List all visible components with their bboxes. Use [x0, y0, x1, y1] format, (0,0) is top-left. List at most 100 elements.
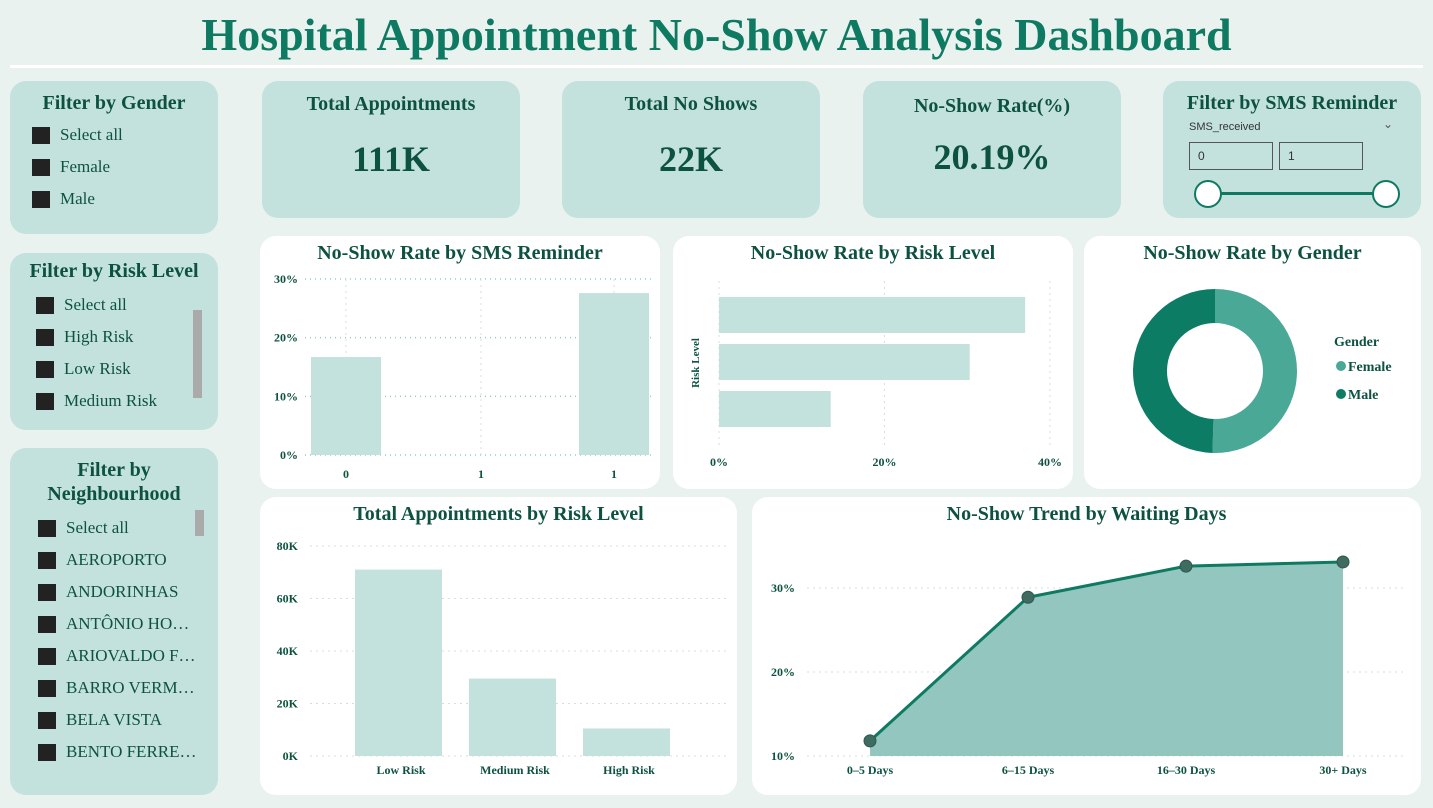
filter-option[interactable]: Medium Risk	[14, 385, 218, 417]
filter-option[interactable]: Select all	[14, 289, 218, 321]
bar	[355, 569, 442, 756]
filter-option[interactable]: BENTO FERRE…	[16, 736, 218, 768]
y-tick-label: 0%	[280, 448, 298, 462]
y-tick-label: 20%	[274, 331, 298, 345]
option-label: Medium Risk	[64, 391, 158, 410]
option-label: Select all	[60, 125, 123, 144]
chart-title: No-Show Rate by Risk Level	[750, 242, 996, 264]
min-input[interactable]: 0	[1189, 142, 1273, 170]
checkbox[interactable]	[32, 190, 50, 208]
chart-title: No-Show Rate by SMS Reminder	[317, 242, 603, 264]
checkbox[interactable]	[38, 519, 56, 537]
filter-title: Filter by Gender	[42, 92, 186, 114]
checkbox[interactable]	[38, 647, 56, 665]
trend-chart: No-Show Trend by Waiting Days 10% 20% 30% 0…	[752, 497, 1421, 795]
filter-option[interactable]: BARRO VERM…	[16, 672, 218, 704]
checkbox[interactable]	[38, 711, 56, 729]
x-tick-label: Low Risk	[376, 763, 425, 777]
scrollbar[interactable]	[193, 310, 202, 398]
y-axis-label: Risk Level	[690, 338, 702, 388]
kpi-value: 20.19%	[933, 137, 1051, 177]
filter-option[interactable]: Select all	[10, 119, 218, 151]
filter-option[interactable]: High Risk	[14, 321, 218, 353]
filter-option[interactable]: ARIOVALDO F…	[16, 640, 218, 672]
option-label: BENTO FERRE…	[66, 742, 197, 761]
x-tick-label: 0–5 Days	[847, 763, 894, 777]
risk-filter: Filter by Risk Level Select all High Risk…	[10, 253, 218, 430]
kpi-total-appointments: Total Appointments 111K	[262, 81, 520, 218]
option-label: BELA VISTA	[66, 710, 163, 729]
kpi-no-show-rate: No-Show Rate(%) 20.19%	[863, 81, 1121, 218]
bar	[719, 344, 970, 380]
checkbox[interactable]	[38, 743, 56, 761]
slider-min-handle[interactable]	[1194, 180, 1222, 208]
legend-label: Male	[1348, 388, 1378, 403]
checkbox[interactable]	[36, 328, 54, 346]
checkbox[interactable]	[36, 392, 54, 410]
checkbox[interactable]	[38, 551, 56, 569]
x-tick-label: 40%	[1038, 455, 1062, 469]
bar	[311, 357, 381, 455]
data-point	[863, 734, 877, 748]
kpi-value: 22K	[658, 139, 723, 179]
neighbourhood-filter: Filter by Neighbourhood Select all AEROPO…	[10, 448, 218, 795]
filter-title: Filter by SMS Reminder	[1186, 92, 1398, 114]
filter-title: Filter by Neighbourhood	[47, 459, 181, 505]
option-label: Select all	[66, 518, 129, 537]
sms-chart: No-Show Rate by SMS Reminder 0% 10% 20% 30%…	[260, 236, 660, 489]
slider-max-handle[interactable]	[1372, 180, 1400, 208]
kpi-total-no-shows: Total No Shows 22K	[562, 81, 820, 218]
filter-option[interactable]: ANTÔNIO HO…	[16, 608, 218, 640]
scrollbar[interactable]	[195, 510, 204, 536]
y-tick-label: 10%	[274, 389, 298, 403]
bar	[719, 297, 1026, 333]
x-tick-label: 6–15 Days	[1002, 763, 1055, 777]
legend-title: Gender	[1334, 335, 1379, 350]
checkbox[interactable]	[36, 360, 54, 378]
filter-option[interactable]: ANDORINHAS	[16, 576, 218, 608]
gender-chart: No-Show Rate by Gender Gender Female Male	[1084, 236, 1421, 489]
dashboard-title: Hospital Appointment No-Show Analysis Da…	[201, 9, 1232, 60]
y-tick-label: 40K	[277, 644, 299, 658]
chart-title: Total Appointments by Risk Level	[353, 503, 644, 525]
max-input[interactable]: 1	[1279, 142, 1363, 170]
checkbox[interactable]	[38, 583, 56, 601]
kpi-value: 111K	[351, 139, 431, 179]
legend-marker	[1336, 361, 1346, 371]
bar	[469, 678, 556, 756]
field-label: SMS_received	[1189, 121, 1261, 133]
option-label: Low Risk	[64, 359, 131, 378]
checkbox[interactable]	[36, 296, 54, 314]
donut-slice-male	[1133, 289, 1215, 453]
y-tick-label: 30%	[274, 272, 298, 286]
filter-option[interactable]: Male	[10, 183, 218, 215]
data-point	[1336, 555, 1350, 569]
option-label: Female	[60, 157, 111, 176]
x-tick-label: 1	[611, 467, 617, 481]
y-tick-label: 0K	[283, 749, 299, 763]
checkbox[interactable]	[32, 126, 50, 144]
option-label: ANTÔNIO HO…	[66, 614, 190, 633]
filter-option[interactable]: Female	[10, 151, 218, 183]
y-tick-label: 80K	[277, 539, 299, 553]
legend-label: Female	[1348, 360, 1392, 375]
filter-option[interactable]: Low Risk	[14, 353, 218, 385]
area-fill	[870, 561, 1343, 756]
trend-line	[868, 560, 1344, 742]
x-tick-label: 0%	[710, 455, 728, 469]
y-tick-label: 10%	[771, 749, 795, 763]
slider-track	[1207, 192, 1387, 195]
filter-option[interactable]: Select all	[16, 512, 218, 544]
checkbox[interactable]	[38, 679, 56, 697]
x-tick-label: 1	[478, 467, 484, 481]
filter-option[interactable]: AEROPORTO	[16, 544, 218, 576]
option-label: Male	[60, 189, 95, 208]
y-tick-label: 60K	[277, 592, 299, 606]
chevron-down-icon[interactable]: ⌄	[1383, 117, 1394, 131]
chart-title: No-Show Rate by Gender	[1143, 242, 1362, 264]
checkbox[interactable]	[32, 158, 50, 176]
data-point	[1179, 559, 1193, 573]
gender-filter: Filter by Gender Select all Female Male	[10, 81, 218, 234]
filter-option[interactable]: BELA VISTA	[16, 704, 218, 736]
checkbox[interactable]	[38, 615, 56, 633]
